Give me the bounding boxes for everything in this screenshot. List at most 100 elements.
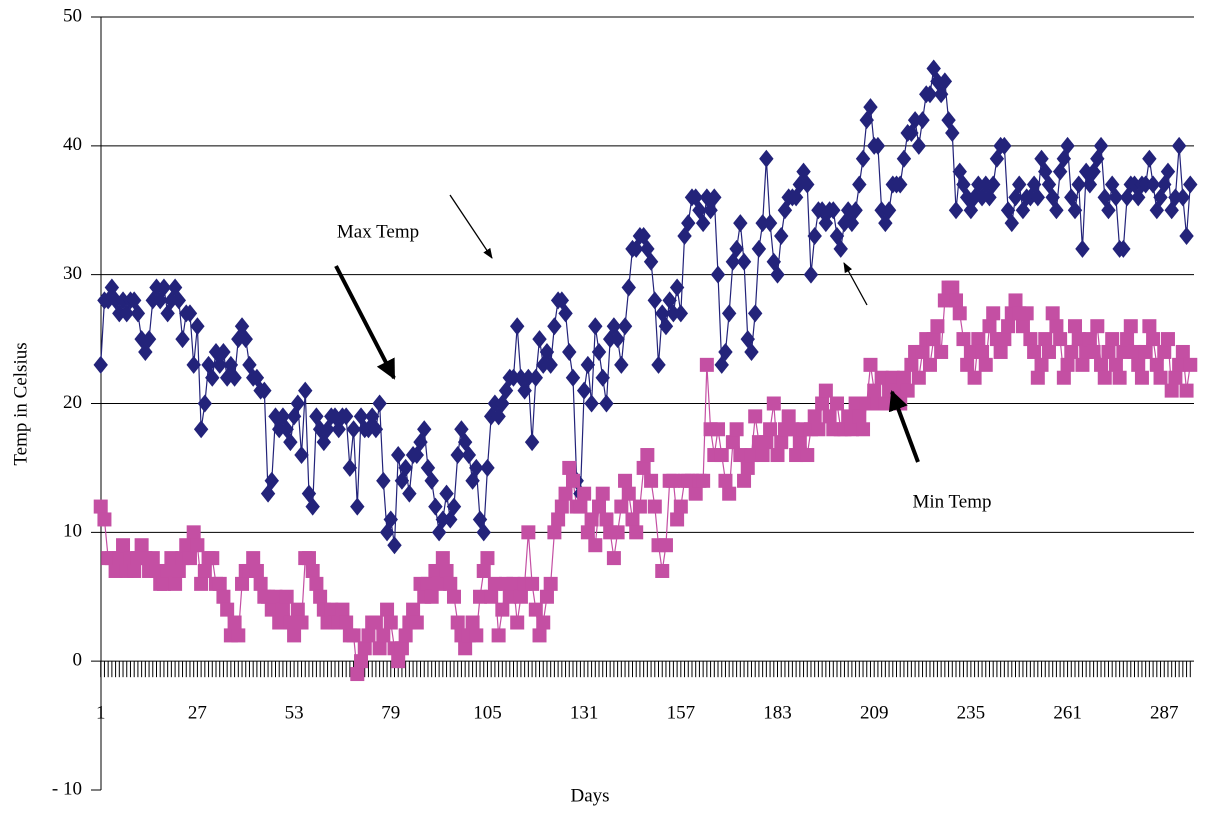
data-point [1012,175,1027,194]
data-point [1168,370,1183,385]
data-point [822,409,837,424]
data-point [551,512,566,527]
data-point [1060,357,1075,372]
data-point [149,563,164,578]
data-point [971,332,986,347]
data-point [484,589,499,604]
data-point [417,420,432,439]
data-point [573,499,588,514]
data-point [450,615,465,630]
data-point [803,265,819,284]
data-point [324,602,339,617]
data-point [283,615,298,630]
data-point [487,576,502,591]
data-point [985,175,1001,194]
data-point [952,162,967,181]
data-point [1056,149,1072,168]
data-point [1075,239,1090,258]
data-point [1078,162,1094,181]
data-point [982,319,997,334]
data-point [558,304,573,323]
data-point [127,563,142,578]
data-point [751,239,767,258]
data-point [1146,332,1161,347]
y-tick-label: 20 [63,392,82,413]
data-point [807,227,822,246]
data-point [748,409,763,424]
data-point [978,175,993,194]
data-point [108,563,123,578]
data-point [848,396,863,411]
data-point [138,342,153,361]
data-point [945,280,960,295]
data-point [313,589,328,604]
data-point [562,342,577,361]
data-point [220,602,235,617]
data-point [952,306,967,321]
data-point [911,136,927,155]
data-point [1064,344,1079,359]
data-point [595,368,610,387]
data-point [662,291,677,310]
data-point [476,523,491,542]
data-point [688,486,703,501]
data-point [856,422,871,437]
data-point [394,641,409,656]
data-point [1116,239,1131,258]
data-point [257,381,272,400]
annotation-arrow [888,390,920,463]
data-point [272,615,287,630]
data-point [770,265,785,284]
data-point [863,357,878,372]
data-point [525,576,540,591]
data-point [532,628,547,643]
data-point [681,214,696,233]
data-point [168,576,183,591]
data-point [1000,201,1016,220]
data-point [179,538,194,553]
data-point [480,458,495,477]
data-point [480,551,495,566]
data-point [368,615,383,630]
y-tick-label: 30 [63,263,82,284]
data-point [339,615,354,630]
data-point [666,304,681,323]
data-point [357,641,372,656]
data-point [1183,357,1198,372]
data-point [450,446,465,465]
data-point [893,175,908,194]
data-point [1008,188,1023,207]
data-point [777,201,793,220]
data-point [283,433,298,452]
data-point [160,304,175,323]
x-tick-label: 209 [860,703,889,724]
data-point [1049,319,1064,334]
data-point [156,278,172,297]
data-point [718,473,733,488]
data-point [755,214,770,233]
data-point [432,576,447,591]
data-point [949,293,964,308]
data-point [576,381,592,400]
data-point [116,538,131,553]
data-point [729,422,744,437]
data-point [584,512,599,527]
data-point [714,355,729,374]
data-point [227,615,242,630]
data-point [629,525,644,540]
data-point [376,628,391,643]
data-point [201,355,216,374]
data-point [974,188,990,207]
data-point [294,615,309,630]
data-point [837,214,852,233]
data-point [197,394,213,413]
data-point [435,510,451,529]
data-point [473,589,488,604]
data-point [725,252,741,271]
data-point [937,293,952,308]
data-point [774,435,789,450]
data-point [1108,357,1123,372]
data-point [673,499,688,514]
data-point [387,536,402,555]
